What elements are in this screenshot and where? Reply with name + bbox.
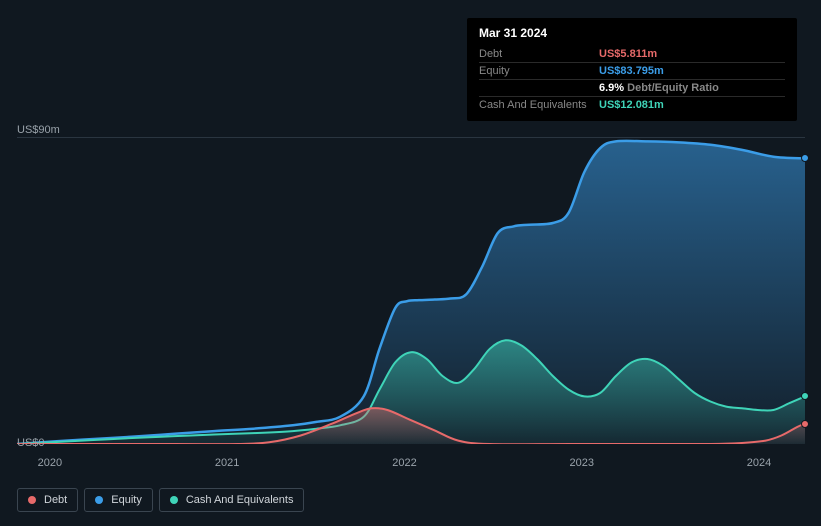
legend-dot-icon — [95, 496, 103, 504]
y-axis-label: US$90m — [17, 124, 65, 136]
tooltip-label: Equity — [479, 65, 599, 77]
plot-area — [17, 137, 805, 443]
tooltip-value: US$83.795m — [599, 65, 664, 77]
legend-item-equity[interactable]: Equity — [84, 488, 153, 512]
x-axis-label: 2024 — [747, 457, 771, 469]
chart-legend: Debt Equity Cash And Equivalents — [17, 488, 304, 512]
x-axis-label: 2023 — [570, 457, 594, 469]
y-axis-label: US$0 — [17, 437, 65, 449]
x-axis-label: 2022 — [392, 457, 416, 469]
tooltip-value: 6.9% Debt/Equity Ratio — [599, 82, 719, 94]
legend-label: Cash And Equivalents — [186, 494, 294, 506]
tooltip-value: US$5.811m — [599, 48, 657, 60]
tooltip-row: Cash And EquivalentsUS$12.081m — [479, 97, 785, 113]
tooltip-value: US$12.081m — [599, 99, 664, 111]
tooltip-label: Debt — [479, 48, 599, 60]
tooltip-date: Mar 31 2024 — [479, 26, 785, 40]
legend-dot-icon — [170, 496, 178, 504]
chart-tooltip: Mar 31 2024 DebtUS$5.811mEquityUS$83.795… — [467, 18, 797, 121]
legend-label: Equity — [111, 494, 142, 506]
tooltip-label: Cash And Equivalents — [479, 99, 599, 111]
debt-equity-chart: US$90mUS$020202021202220232024 — [17, 125, 805, 465]
x-axis-label: 2020 — [38, 457, 62, 469]
legend-item-cash-and-equivalents[interactable]: Cash And Equivalents — [159, 488, 305, 512]
series-end-marker-debt — [801, 420, 809, 428]
legend-label: Debt — [44, 494, 67, 506]
tooltip-row: 6.9% Debt/Equity Ratio — [479, 80, 785, 97]
legend-dot-icon — [28, 496, 36, 504]
tooltip-row: DebtUS$5.811m — [479, 46, 785, 63]
chart-svg — [17, 138, 805, 444]
series-end-marker-cash — [801, 392, 809, 400]
tooltip-row: EquityUS$83.795m — [479, 63, 785, 80]
x-axis-label: 2021 — [215, 457, 239, 469]
series-end-marker-equity — [801, 154, 809, 162]
legend-item-debt[interactable]: Debt — [17, 488, 78, 512]
tooltip-rows: DebtUS$5.811mEquityUS$83.795m6.9% Debt/E… — [479, 46, 785, 113]
tooltip-label — [479, 82, 599, 94]
